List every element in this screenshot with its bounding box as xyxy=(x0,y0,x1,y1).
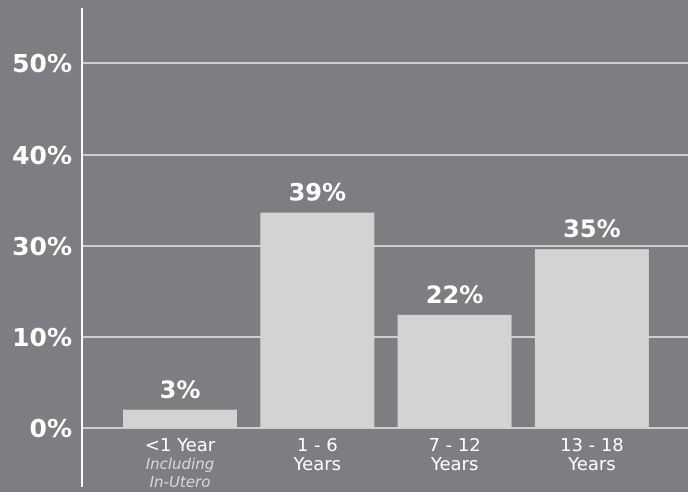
bar xyxy=(534,249,649,428)
data-labels: 3% 39% 22% 35% xyxy=(160,179,621,404)
x-tick-sublabel: Including xyxy=(146,455,215,473)
x-tick-label: Years xyxy=(293,454,342,475)
bars xyxy=(123,212,649,428)
x-tick-label: 7 - 12 xyxy=(428,435,480,456)
x-tick-label: 13 - 18 xyxy=(560,435,624,456)
data-label: 39% xyxy=(289,179,346,207)
x-tick-sublabel: In-Utero xyxy=(150,473,211,491)
x-tick-label: Years xyxy=(567,454,616,475)
bar xyxy=(260,212,375,428)
bar xyxy=(397,314,512,428)
y-tick-label: 0% xyxy=(30,414,72,443)
y-tick-label: 30% xyxy=(12,232,72,261)
y-tick-label: 10% xyxy=(12,323,72,352)
data-label: 3% xyxy=(160,376,201,404)
bar xyxy=(123,409,237,428)
x-tick-label: Years xyxy=(430,454,479,475)
y-tick-label: 40% xyxy=(12,141,72,170)
data-label: 35% xyxy=(563,215,620,243)
data-label: 22% xyxy=(426,281,483,309)
x-tick-label: 1 - 6 xyxy=(297,435,338,456)
y-tick-label: 50% xyxy=(12,49,72,78)
x-tick-label: <1 Year xyxy=(145,435,216,456)
y-axis-ticks: 0% 10% 30% 40% 50% xyxy=(12,49,72,443)
